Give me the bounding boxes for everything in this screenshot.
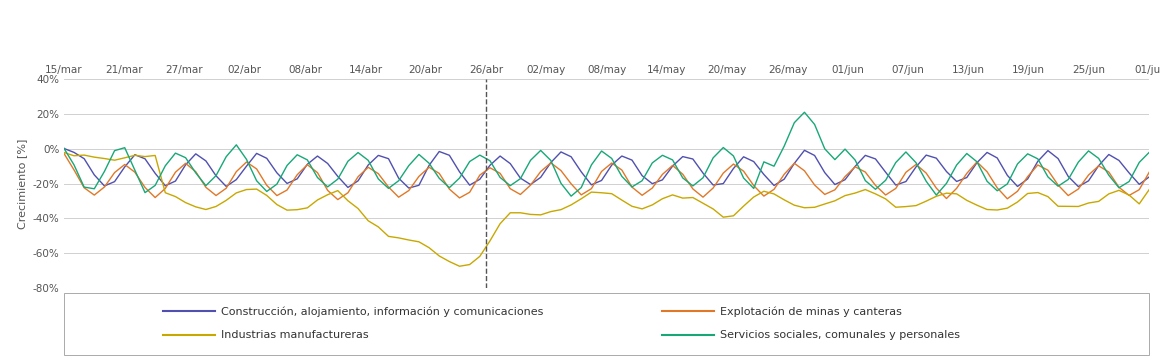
Text: Industrias manufactureras: Industrias manufactureras xyxy=(221,330,368,340)
Y-axis label: Crecimiento [%]: Crecimiento [%] xyxy=(17,138,28,229)
Text: Construcción, alojamiento, información y comunicaciones: Construcción, alojamiento, información y… xyxy=(221,306,543,317)
Text: Servicios sociales, comunales y personales: Servicios sociales, comunales y personal… xyxy=(720,330,960,340)
Text: Explotación de minas y canteras: Explotación de minas y canteras xyxy=(720,306,902,317)
